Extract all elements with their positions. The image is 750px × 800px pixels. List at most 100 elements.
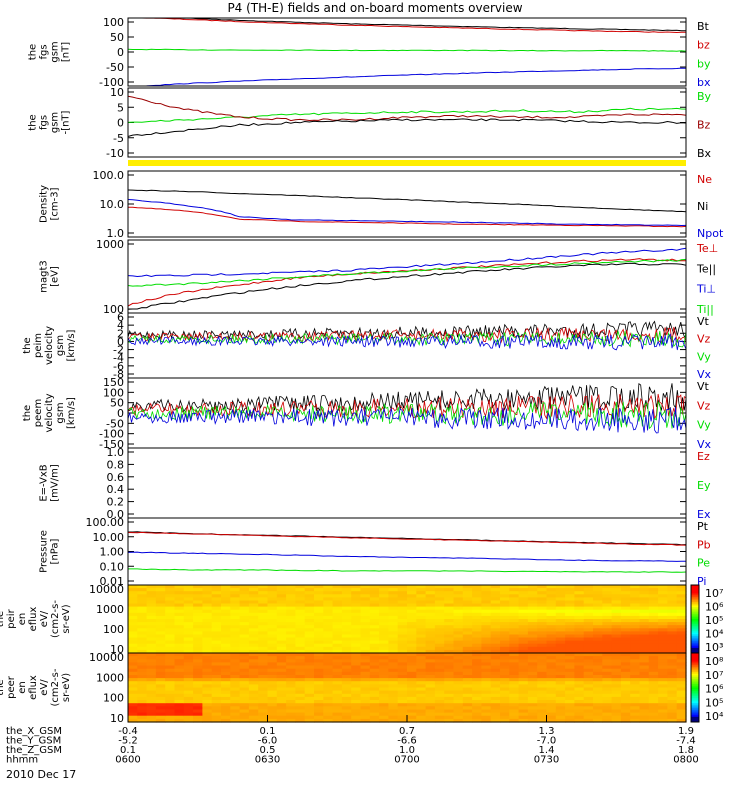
xaxis-tick: 0730: [534, 755, 559, 766]
panel-3-ylabel: [cm-3]: [50, 187, 61, 220]
series-bx: [128, 67, 687, 87]
xaxis-tick: 0.1: [120, 745, 136, 756]
xaxis-tick: -0.4: [118, 726, 138, 737]
xaxis-tick: 0.1: [260, 726, 276, 737]
legend-Ne: Ne: [697, 173, 712, 186]
panel-6-ytick: 150: [103, 376, 124, 389]
xaxis-row-label: the_Z_GSM: [6, 745, 62, 756]
series-bz: [128, 17, 686, 34]
series-Npot: [127, 199, 687, 227]
legend-Pb: Pb: [697, 538, 711, 551]
panel-10-ylabel: peer: [6, 675, 17, 699]
legend-Bt: Bt: [697, 20, 710, 33]
xaxis-tick: 1.4: [539, 745, 555, 756]
panel-frame: [127, 87, 687, 158]
series-Ti⊥: [127, 247, 687, 278]
panel-6-ylabel: [km/s]: [66, 397, 77, 429]
panel-10-ylabel: eV/: [39, 679, 50, 696]
legend-By: By: [697, 90, 712, 103]
panel-7-ytick: 0.2: [107, 496, 125, 509]
plot-title: P4 (TH-E) fields and on-board moments ov…: [227, 1, 523, 15]
panel-9-ylabel: en: [17, 613, 28, 626]
xaxis-tick: 0600: [115, 755, 140, 766]
panel-3-ytick: 10.0: [100, 198, 125, 211]
panel-9-ylabel: eflux: [28, 607, 39, 632]
panel-5-ytick: -4: [113, 352, 124, 365]
panel-5-ylabel: peim: [33, 333, 44, 358]
legend-by: by: [697, 57, 711, 70]
colorbar-tick: 10⁸: [705, 655, 724, 668]
legend-Vx: Vx: [697, 368, 712, 381]
panel-10-ylabel: en: [17, 681, 28, 694]
panel-3: Density [cm-3]: [39, 170, 687, 238]
panel-1-ylabel: the: [28, 44, 39, 60]
panel-frame: [127, 447, 687, 519]
panel-9-ytick: 1000: [96, 603, 124, 616]
panel-5-ylabel: the: [22, 337, 33, 353]
series-Ti||: [127, 258, 687, 287]
panel-7-ytick: 1.0: [107, 446, 125, 459]
panel-4: magt3 [eV]: [39, 239, 687, 314]
panel-6-ylabel: velocity: [44, 393, 55, 432]
panel-4-ytick: 1000: [96, 238, 124, 251]
legend-bx: bx: [697, 76, 711, 89]
panel-8-ytick: 100.00: [86, 516, 125, 529]
colorbar-tick: 10⁴: [705, 628, 724, 641]
panel-5-ytick: -6: [113, 360, 124, 373]
series-Vt: [127, 382, 687, 414]
panel-5-ylabel: velocity: [44, 326, 55, 365]
xaxis-tick: 1.3: [539, 726, 555, 737]
legend-Pi: Pi: [697, 575, 706, 588]
panel-8: Pressure [nPa]: [39, 517, 687, 586]
xaxis-tick: 0.7: [399, 726, 415, 737]
panel-7: E=-VxB [mV/m]: [39, 447, 687, 519]
panel-10-ylabel: sr-eV): [61, 673, 72, 702]
panel-6-ytick: 50: [110, 397, 124, 410]
legend-Vy: Vy: [697, 419, 711, 432]
legend-Pt: Pt: [697, 520, 709, 533]
xaxis-tick: -6.6: [397, 736, 417, 747]
xaxis-row-label: hhmm: [6, 755, 38, 766]
panel-9-ylabel: (cm2-s-: [50, 600, 61, 638]
panel-10-ytick: 10000: [89, 651, 124, 664]
xaxis-row-label: the_X_GSM: [6, 726, 62, 737]
colorbar-tick: 10⁵: [705, 614, 723, 627]
series-Bz: [127, 95, 687, 122]
panel-7-ytick: 0.4: [107, 483, 125, 496]
panel-6-ytick: -150: [99, 438, 124, 451]
legend-Bz: Bz: [697, 119, 711, 132]
series-Vx: [127, 407, 687, 434]
panel-6-ytick: -100: [99, 428, 124, 441]
panel-2-ylabel: the: [28, 114, 39, 130]
panel-5-ytick: 0: [117, 335, 124, 348]
panel-7-ylabel: [mV/m]: [50, 464, 61, 502]
series-Pi: [127, 551, 686, 562]
panel-6-ylabel: gsm: [55, 402, 66, 423]
xaxis-row-label: the_Y_GSM: [6, 736, 61, 747]
panel-4-ylabel: [eV]: [50, 266, 61, 287]
panel-9-ylabel: the: [0, 611, 6, 627]
panel-2-ytick: -5: [113, 132, 124, 145]
legend-Vt: Vt: [697, 315, 710, 328]
legend-Vt: Vt: [697, 380, 710, 393]
series-Vx: [127, 333, 687, 351]
legend-Ni: Ni: [697, 200, 708, 213]
panel-2-ytick: -10: [106, 147, 124, 160]
legend-Vz: Vz: [697, 333, 711, 346]
panel-6-ylabel: peem: [33, 399, 44, 427]
panel-7-ytick: 0.0: [107, 508, 125, 521]
xaxis-tick: 1.8: [678, 745, 694, 756]
panel-9-ylabel: sr-eV): [61, 604, 72, 633]
panel-2-ylabel: -[nT]: [61, 110, 72, 134]
panel-8-ylabel: Pressure: [39, 530, 50, 573]
panel-6-ytick: 0: [117, 407, 124, 420]
panel-5-ytick: -8: [113, 368, 124, 381]
colorbar-tick: 10⁷: [705, 669, 723, 682]
series-by: [127, 48, 687, 52]
date-label: 2010 Dec 17: [6, 768, 77, 781]
panel-3-ylabel: Density: [39, 185, 50, 223]
panel-10-ytick: 10: [110, 712, 124, 725]
panel-4-ylabel: magt3: [39, 260, 50, 293]
series-Vz: [127, 326, 687, 344]
panel-5-ytick: 4: [117, 319, 124, 332]
